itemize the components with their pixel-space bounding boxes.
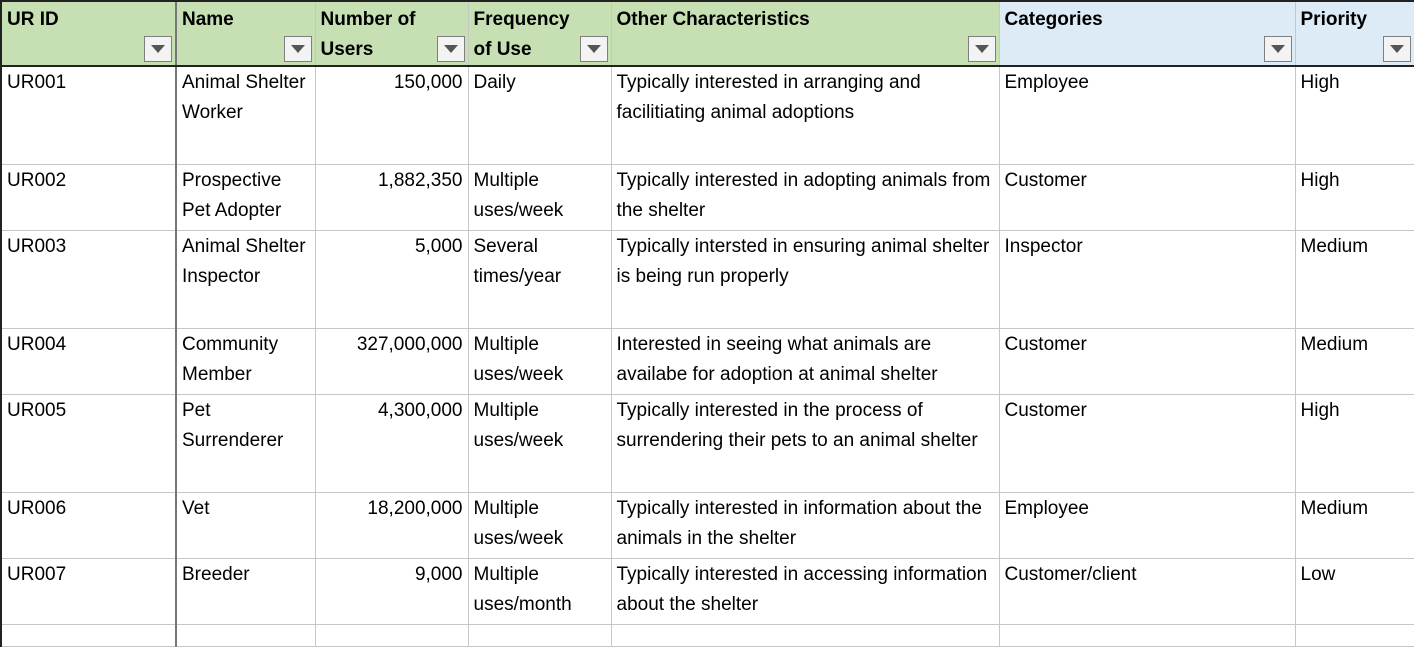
cell-frequency[interactable]: Daily bbox=[467, 65, 612, 165]
cell-priority[interactable]: High bbox=[1294, 394, 1414, 493]
header-label: Categories bbox=[1004, 9, 1103, 30]
empty-cell[interactable] bbox=[175, 624, 316, 647]
table-row: UR003 Animal Shelter Inspector 5,000 Sev… bbox=[0, 230, 1414, 329]
filter-dropdown-icon[interactable] bbox=[1263, 36, 1292, 62]
cell-frequency[interactable]: Multiple uses/week bbox=[467, 492, 612, 559]
cell-frequency[interactable]: Multiple uses/week bbox=[467, 328, 612, 395]
cell-priority[interactable]: Medium bbox=[1294, 328, 1414, 395]
cell-ur-id[interactable]: UR005 bbox=[0, 394, 177, 493]
cell-number-of-users[interactable]: 4,300,000 bbox=[314, 394, 469, 493]
cell-ur-id[interactable]: UR001 bbox=[0, 65, 177, 165]
cell-name[interactable]: Pet Surrenderer bbox=[175, 394, 316, 493]
cell-category[interactable]: Customer bbox=[998, 328, 1296, 395]
cell-name[interactable]: Prospective Pet Adopter bbox=[175, 164, 316, 231]
empty-cell[interactable] bbox=[610, 624, 1000, 647]
header-label: Priority bbox=[1300, 9, 1368, 30]
cell-name[interactable]: Animal Shelter Worker bbox=[175, 65, 316, 165]
filter-dropdown-icon[interactable] bbox=[579, 36, 608, 62]
empty-cell[interactable] bbox=[1294, 624, 1414, 647]
cell-characteristics[interactable]: Typically intersted in ensuring animal s… bbox=[610, 230, 1000, 329]
table-row: UR006 Vet 18,200,000 Multiple uses/week … bbox=[0, 492, 1414, 559]
filter-dropdown-icon[interactable] bbox=[967, 36, 996, 62]
header-categories[interactable]: Categories bbox=[998, 0, 1296, 67]
cell-frequency[interactable]: Multiple uses/week bbox=[467, 394, 612, 493]
cell-priority[interactable]: Low bbox=[1294, 558, 1414, 625]
cell-name[interactable]: Animal Shelter Inspector bbox=[175, 230, 316, 329]
cell-category[interactable]: Customer bbox=[998, 394, 1296, 493]
header-number-of-users[interactable]: Number of Users bbox=[314, 0, 469, 67]
cell-ur-id[interactable]: UR002 bbox=[0, 164, 177, 231]
cell-ur-id[interactable]: UR007 bbox=[0, 558, 177, 625]
filter-dropdown-icon[interactable] bbox=[1382, 36, 1411, 62]
cell-number-of-users[interactable]: 150,000 bbox=[314, 65, 469, 165]
cell-number-of-users[interactable]: 9,000 bbox=[314, 558, 469, 625]
cell-category[interactable]: Inspector bbox=[998, 230, 1296, 329]
header-label: Other Characteristics bbox=[616, 9, 810, 30]
cell-frequency[interactable]: Several times/year bbox=[467, 230, 612, 329]
header-row: UR ID Name Number of Users Frequency of … bbox=[0, 0, 1414, 67]
cell-ur-id[interactable]: UR004 bbox=[0, 328, 177, 395]
table-row: UR001 Animal Shelter Worker 150,000 Dail… bbox=[0, 65, 1414, 165]
table-row: UR002 Prospective Pet Adopter 1,882,350 … bbox=[0, 164, 1414, 231]
cell-number-of-users[interactable]: 18,200,000 bbox=[314, 492, 469, 559]
cell-category[interactable]: Customer bbox=[998, 164, 1296, 231]
header-label: Name bbox=[182, 9, 234, 30]
cell-name[interactable]: Breeder bbox=[175, 558, 316, 625]
cell-priority[interactable]: Medium bbox=[1294, 230, 1414, 329]
empty-row bbox=[0, 624, 1414, 647]
cell-number-of-users[interactable]: 1,882,350 bbox=[314, 164, 469, 231]
cell-category[interactable]: Customer/client bbox=[998, 558, 1296, 625]
cell-characteristics[interactable]: Typically interested in arranging and fa… bbox=[610, 65, 1000, 165]
cell-priority[interactable]: High bbox=[1294, 65, 1414, 165]
header-frequency-of-use[interactable]: Frequency of Use bbox=[467, 0, 612, 67]
filter-dropdown-icon[interactable] bbox=[144, 36, 172, 62]
cell-number-of-users[interactable]: 5,000 bbox=[314, 230, 469, 329]
empty-cell[interactable] bbox=[314, 624, 469, 647]
cell-characteristics[interactable]: Typically interested in adopting animals… bbox=[610, 164, 1000, 231]
empty-cell[interactable] bbox=[467, 624, 612, 647]
cell-priority[interactable]: High bbox=[1294, 164, 1414, 231]
cell-frequency[interactable]: Multiple uses/week bbox=[467, 164, 612, 231]
header-label: UR ID bbox=[7, 9, 59, 30]
cell-number-of-users[interactable]: 327,000,000 bbox=[314, 328, 469, 395]
header-name[interactable]: Name bbox=[175, 0, 316, 67]
spreadsheet-grid: UR ID Name Number of Users Frequency of … bbox=[0, 0, 1414, 616]
cell-characteristics[interactable]: Typically interested in information abou… bbox=[610, 492, 1000, 559]
cell-characteristics[interactable]: Typically interested in accessing inform… bbox=[610, 558, 1000, 625]
table-row: UR005 Pet Surrenderer 4,300,000 Multiple… bbox=[0, 394, 1414, 493]
header-label: Number of Users bbox=[320, 9, 416, 60]
cell-name[interactable]: Vet bbox=[175, 492, 316, 559]
header-other-characteristics[interactable]: Other Characteristics bbox=[610, 0, 1000, 67]
cell-ur-id[interactable]: UR003 bbox=[0, 230, 177, 329]
filter-dropdown-icon[interactable] bbox=[283, 36, 312, 62]
cell-category[interactable]: Employee bbox=[998, 65, 1296, 165]
cell-priority[interactable]: Medium bbox=[1294, 492, 1414, 559]
cell-characteristics[interactable]: Interested in seeing what animals are av… bbox=[610, 328, 1000, 395]
table-row: UR004 Community Member 327,000,000 Multi… bbox=[0, 328, 1414, 395]
empty-cell[interactable] bbox=[998, 624, 1296, 647]
cell-category[interactable]: Employee bbox=[998, 492, 1296, 559]
header-ur-id[interactable]: UR ID bbox=[0, 0, 177, 67]
empty-cell[interactable] bbox=[0, 624, 177, 647]
header-label: Frequency of Use bbox=[473, 9, 570, 60]
header-priority[interactable]: Priority bbox=[1294, 0, 1414, 67]
cell-frequency[interactable]: Multiple uses/month bbox=[467, 558, 612, 625]
cell-characteristics[interactable]: Typically interested in the process of s… bbox=[610, 394, 1000, 493]
cell-name[interactable]: Community Member bbox=[175, 328, 316, 395]
table-row: UR007 Breeder 9,000 Multiple uses/month … bbox=[0, 558, 1414, 625]
cell-ur-id[interactable]: UR006 bbox=[0, 492, 177, 559]
filter-dropdown-icon[interactable] bbox=[436, 36, 465, 62]
